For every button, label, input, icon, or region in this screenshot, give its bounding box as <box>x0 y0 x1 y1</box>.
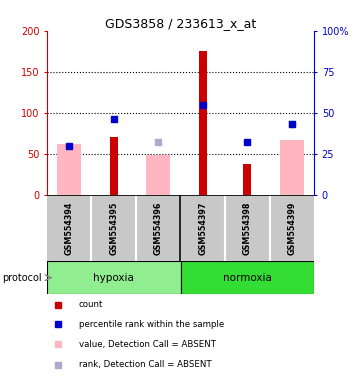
Text: value, Detection Call = ABSENT: value, Detection Call = ABSENT <box>79 339 216 349</box>
Text: rank, Detection Call = ABSENT: rank, Detection Call = ABSENT <box>79 360 212 369</box>
Bar <box>243 164 251 195</box>
Text: GSM554394: GSM554394 <box>65 201 74 255</box>
Text: count: count <box>79 300 103 309</box>
Text: GSM554397: GSM554397 <box>198 201 207 255</box>
Text: GSM554396: GSM554396 <box>154 201 163 255</box>
Bar <box>110 137 118 195</box>
Bar <box>279 140 304 195</box>
Text: protocol: protocol <box>2 273 42 283</box>
Bar <box>199 51 207 195</box>
Bar <box>180 261 314 294</box>
Text: percentile rank within the sample: percentile rank within the sample <box>79 320 224 329</box>
Bar <box>47 261 180 294</box>
Text: normoxia: normoxia <box>223 273 272 283</box>
Text: GSM554395: GSM554395 <box>109 201 118 255</box>
Text: GSM554399: GSM554399 <box>287 201 296 255</box>
Text: GSM554398: GSM554398 <box>243 201 252 255</box>
Text: hypoxia: hypoxia <box>93 273 134 283</box>
Title: GDS3858 / 233613_x_at: GDS3858 / 233613_x_at <box>105 17 256 30</box>
Bar <box>57 144 82 195</box>
Bar <box>146 156 170 195</box>
